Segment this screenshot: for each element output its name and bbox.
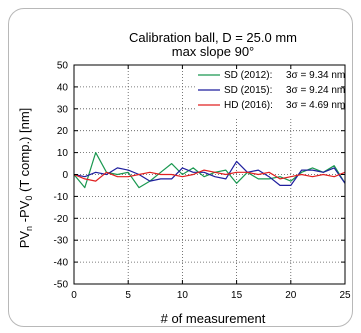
y-tick-label: 40 [57, 82, 69, 93]
x-tick-label: 5 [125, 290, 131, 301]
x-tick-label: 10 [177, 290, 189, 301]
series-line-2 [73, 169, 346, 182]
x-axis-label: # of measurement [161, 311, 266, 326]
plot-area-border [73, 64, 346, 285]
legend: SD (2012): 3σ = 9.34 nm SD (2015): 3σ = 9.2… [195, 69, 345, 117]
axis-ticks: -50 -40 -30 -20 -10 0 10 20 30 40 50 0 5 10 15 20 25 [54, 61, 351, 302]
y-axis-label: PVn -PV0 (T comp.) [nm] [17, 108, 34, 249]
legend-stat-0: 3σ = 9.34 nm [286, 70, 345, 81]
legend-label-1: SD (2015): [224, 85, 272, 96]
y-tick-label: 50 [57, 61, 69, 72]
y-tick-label: -20 [54, 214, 69, 225]
legend-stat-2: 3σ = 4.69 nm [286, 100, 345, 111]
y-tick-label: -40 [54, 258, 69, 269]
legend-stat-1: 3σ = 9.24 nm [286, 85, 345, 96]
legend-label-2: HD (2016): [224, 100, 273, 111]
series-line-1 [73, 160, 346, 186]
y-tick-label: -50 [54, 280, 69, 291]
x-tick-label: 15 [231, 290, 243, 301]
y-tick-label: -30 [54, 236, 69, 247]
series-lines [73, 152, 346, 189]
y-tick-label: -10 [54, 192, 69, 203]
y-tick-label: 10 [57, 148, 69, 159]
x-tick-label: 0 [71, 290, 77, 301]
legend-label-0: SD (2012): [224, 70, 272, 81]
y-tick-label: 0 [62, 170, 68, 181]
x-tick-label: 20 [285, 290, 297, 301]
figure-frame [8, 8, 353, 327]
x-tick-label: 25 [339, 290, 351, 301]
chart-subtitle: max slope 90° [172, 44, 255, 59]
chart-title: Calibration ball, D = 25.0 mm [129, 30, 297, 45]
y-tick-label: 30 [57, 104, 69, 115]
y-tick-label: 20 [57, 126, 69, 137]
legend-background [195, 69, 339, 117]
